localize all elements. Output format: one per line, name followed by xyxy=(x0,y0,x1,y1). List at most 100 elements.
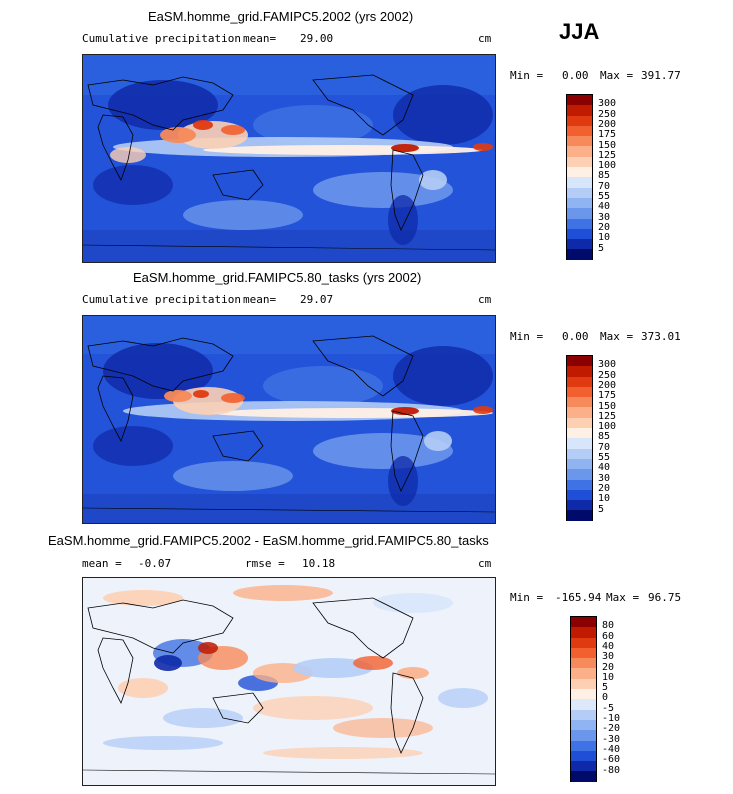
colorbar-tick-label: 30 xyxy=(598,211,611,223)
panel3-mean-value: -0.07 xyxy=(138,557,172,570)
colorbar-swatch xyxy=(570,761,597,772)
colorbar-swatch xyxy=(566,115,593,126)
colorbar-tick-label: 40 xyxy=(602,640,615,652)
colorbar-tick-label: 300 xyxy=(598,98,617,110)
panel2-colorbar: 300 250 200 175 150 125 100 85 70 55 40 30 20 10 5 xyxy=(566,355,616,521)
colorbar-swatch xyxy=(570,658,597,669)
panel2-map xyxy=(82,315,496,524)
colorbar-swatch xyxy=(566,355,593,367)
colorbar-tick-label: 30 xyxy=(598,472,611,484)
panel1-colorbar: 300 250 200 175 150 125 100 85 70 55 40 30 20 10 5 xyxy=(566,94,616,260)
colorbar-tick-label: 100 xyxy=(598,160,617,172)
colorbar-tick-label: 55 xyxy=(598,191,611,202)
colorbar-tick-label: 55 xyxy=(598,452,611,463)
colorbar-swatch xyxy=(566,366,593,377)
colorbar-tick-label: 100 xyxy=(598,421,617,433)
colorbar-swatch xyxy=(570,719,597,731)
colorbar-swatch xyxy=(566,177,593,188)
colorbar-tick-label: 85 xyxy=(598,431,611,443)
colorbar-swatch xyxy=(570,668,597,679)
panel2-precip-field xyxy=(83,316,495,523)
colorbar-tick-label: 250 xyxy=(598,108,617,120)
colorbar-swatch xyxy=(566,239,593,250)
colorbar-swatch xyxy=(570,647,597,659)
panel2-min-value: 0.00 xyxy=(562,330,589,343)
colorbar-swatch xyxy=(566,249,593,260)
colorbar-swatch xyxy=(570,637,597,648)
colorbar-tick-label: 250 xyxy=(598,369,617,381)
panel1-title: EaSM.homme_grid.FAMIPC5.2002 (yrs 2002) xyxy=(148,9,414,24)
colorbar-tick-label: 175 xyxy=(598,390,617,402)
colorbar-tick-label: 175 xyxy=(598,129,617,141)
colorbar-swatch xyxy=(570,730,597,741)
panel2-max-value: 373.01 xyxy=(641,330,681,343)
colorbar-tick-label: 40 xyxy=(598,462,611,474)
panel1-max-value: 391.77 xyxy=(641,69,681,82)
colorbar-tick-label: 80 xyxy=(602,620,615,632)
colorbar-tick-label: 20 xyxy=(598,221,611,233)
colorbar-swatch xyxy=(566,428,593,439)
colorbar-tick-label: -60 xyxy=(602,754,621,766)
panel2-mean-label: mean= xyxy=(243,293,277,306)
colorbar-swatch xyxy=(570,699,597,710)
colorbar-swatch xyxy=(566,187,593,198)
panel3-max-label: Max = xyxy=(606,591,640,604)
panel3-rmse-label: rmse = xyxy=(245,557,285,570)
panel1-min-value: 0.00 xyxy=(562,69,589,82)
colorbar-swatch xyxy=(566,510,593,521)
panel1-mean-value: 29.00 xyxy=(300,32,334,45)
panel1-variable-label: Cumulative precipitation xyxy=(82,32,241,45)
colorbar-swatch xyxy=(566,136,593,147)
colorbar-swatch xyxy=(566,197,593,209)
colorbar-swatch xyxy=(570,740,597,751)
colorbar-swatch xyxy=(566,105,593,116)
panel1-max-label: Max = xyxy=(600,69,634,82)
colorbar-tick-label: 10 xyxy=(598,493,611,505)
colorbar-tick-label: 125 xyxy=(598,149,617,161)
colorbar-swatch xyxy=(566,167,593,178)
colorbar-tick-label: 20 xyxy=(598,482,611,494)
colorbar-swatch xyxy=(570,750,597,762)
colorbar-swatch xyxy=(570,678,597,690)
colorbar-swatch xyxy=(570,709,597,720)
colorbar-tick-label: 300 xyxy=(598,359,617,371)
panel2-variable-label: Cumulative precipitation xyxy=(82,293,241,306)
colorbar-swatch xyxy=(566,397,593,408)
colorbar-swatch xyxy=(570,771,597,782)
colorbar-tick-label: 60 xyxy=(602,630,615,642)
colorbar-tick-label: -20 xyxy=(602,723,621,735)
colorbar-tick-label: 5 xyxy=(598,503,605,515)
colorbar-swatch xyxy=(570,689,597,700)
colorbar-swatch xyxy=(570,616,597,628)
colorbar-tick-label: 150 xyxy=(598,139,617,151)
colorbar-tick-label: 150 xyxy=(598,400,617,412)
panel3-colorbar: 80 60 40 30 20 10 5 0 -5 -10 -20 -30 -40 -60 -80 xyxy=(570,616,620,782)
panel3-min-value: -165.94 xyxy=(555,591,602,604)
panel2-mean-value: 29.07 xyxy=(300,293,334,306)
colorbar-tick-label: 125 xyxy=(598,410,617,422)
colorbar-swatch xyxy=(566,156,593,168)
panel2-units: cm xyxy=(478,293,492,306)
colorbar-swatch xyxy=(566,376,593,387)
colorbar-swatch xyxy=(566,228,593,240)
colorbar-swatch xyxy=(566,458,593,470)
colorbar-tick-label: 20 xyxy=(602,661,615,673)
colorbar-swatch xyxy=(566,386,593,398)
colorbar-tick-label: 10 xyxy=(602,671,615,683)
colorbar-swatch xyxy=(566,94,593,106)
colorbar-tick-label: 70 xyxy=(598,180,611,192)
colorbar-swatch xyxy=(566,448,593,459)
colorbar-tick-label: 200 xyxy=(598,118,617,130)
colorbar-swatch xyxy=(566,208,593,219)
colorbar-swatch xyxy=(566,489,593,501)
panel3-mean-label: mean = xyxy=(82,557,122,570)
panel1-units: cm xyxy=(478,32,492,45)
colorbar-tick-label: 70 xyxy=(598,441,611,453)
colorbar-swatch xyxy=(566,218,593,229)
colorbar-tick-label: 5 xyxy=(602,682,609,694)
colorbar-swatch xyxy=(566,407,593,418)
panel2-max-label: Max = xyxy=(600,330,634,343)
panel1-mean-label: mean= xyxy=(243,32,277,45)
panel1-precip-field xyxy=(83,55,495,262)
colorbar-tick-label: -5 xyxy=(602,702,615,714)
